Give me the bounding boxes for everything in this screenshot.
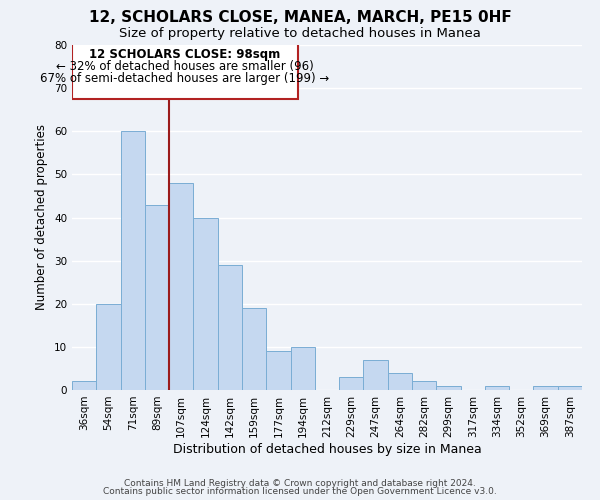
Bar [412, 382, 436, 390]
Text: Contains HM Land Registry data © Crown copyright and database right 2024.: Contains HM Land Registry data © Crown c… [124, 478, 476, 488]
Bar [339, 377, 364, 390]
Bar [72, 43, 298, 99]
Bar [485, 386, 509, 390]
X-axis label: Distribution of detached houses by size in Manea: Distribution of detached houses by size … [173, 442, 481, 456]
Y-axis label: Number of detached properties: Number of detached properties [35, 124, 49, 310]
Text: 67% of semi-detached houses are larger (199) →: 67% of semi-detached houses are larger (… [40, 72, 329, 85]
Bar [121, 131, 145, 390]
Bar [169, 183, 193, 390]
Bar [290, 347, 315, 390]
Text: Size of property relative to detached houses in Manea: Size of property relative to detached ho… [119, 28, 481, 40]
Bar [558, 386, 582, 390]
Bar [72, 382, 96, 390]
Text: 12, SCHOLARS CLOSE, MANEA, MARCH, PE15 0HF: 12, SCHOLARS CLOSE, MANEA, MARCH, PE15 0… [89, 10, 511, 25]
Bar [145, 204, 169, 390]
Bar [242, 308, 266, 390]
Bar [193, 218, 218, 390]
Text: Contains public sector information licensed under the Open Government Licence v3: Contains public sector information licen… [103, 487, 497, 496]
Bar [266, 351, 290, 390]
Bar [96, 304, 121, 390]
Bar [364, 360, 388, 390]
Bar [388, 373, 412, 390]
Bar [218, 265, 242, 390]
Text: ← 32% of detached houses are smaller (96): ← 32% of detached houses are smaller (96… [56, 60, 314, 73]
Bar [436, 386, 461, 390]
Bar [533, 386, 558, 390]
Text: 12 SCHOLARS CLOSE: 98sqm: 12 SCHOLARS CLOSE: 98sqm [89, 48, 281, 62]
